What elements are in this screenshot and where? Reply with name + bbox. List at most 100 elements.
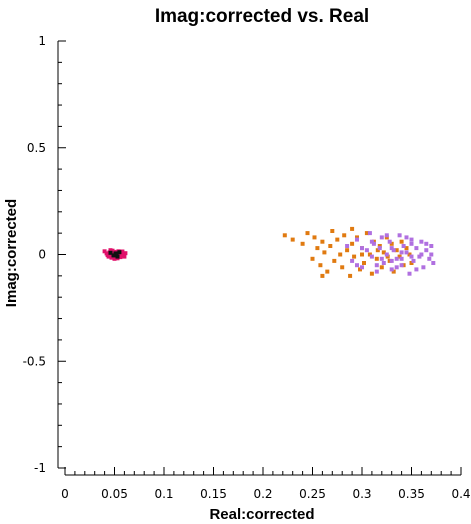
data-point [105,253,110,258]
data-point [325,269,330,274]
data-point [419,252,424,257]
data-point [377,246,382,251]
y-tick-label: 1 [38,34,46,48]
data-point [318,263,323,268]
x-tick-label: 0.4 [451,487,470,501]
x-tick-label: 0.35 [398,487,425,501]
data-point [300,241,305,246]
data-point [414,267,419,272]
data-point [367,231,372,236]
data-point [374,256,379,261]
data-point [115,254,120,259]
chart-title: Imag:corrected vs. Real [155,6,369,27]
data-point [409,261,414,265]
data-point [360,246,364,251]
data-point [429,252,434,257]
data-point [352,254,357,259]
x-tick-label: 0.3 [352,487,371,501]
data-point [409,237,414,242]
data-point [394,256,399,261]
data-point [360,265,364,270]
data-point [358,267,362,272]
data-point [320,273,325,278]
data-point [394,265,399,270]
data-point [335,237,340,242]
data-point [399,256,404,261]
data-point [364,231,369,236]
data-point [404,250,409,255]
x-tick-label: 0.25 [299,487,326,501]
data-point [381,261,386,265]
data-point [364,248,369,253]
data-point [399,239,404,244]
data-point [367,252,372,257]
data-point [328,244,333,248]
data-point [381,250,386,255]
data-point [389,246,394,251]
data-point [374,263,379,268]
data-point [117,250,122,255]
x-tick-label: 0.2 [253,487,272,501]
data-point [360,252,364,257]
data-point [371,241,376,246]
data-point [417,254,422,259]
data-point [355,237,359,242]
y-tick-label: -0.5 [23,354,46,368]
data-point [431,261,436,265]
data-point [342,233,347,238]
data-point [282,233,287,238]
data-point [362,261,366,265]
data-point [385,254,390,259]
data-point [389,258,394,263]
data-point [375,248,380,253]
x-tick-label: 0.05 [101,487,128,501]
x-axis-label: Real:corrected [209,506,314,523]
data-point [374,269,379,274]
data-point [397,254,402,259]
data-point [109,255,114,260]
data-point [384,235,389,240]
data-point [404,246,409,251]
x-tick-label: 0.1 [154,487,173,501]
axes: 1 0.5 0 -0.5 -1 0 0.05 0.1 0.15 0.2 0.25 0.3 0.35 0.4 [23,34,471,501]
data-point [120,249,125,254]
y-tick-label: -1 [34,461,46,475]
data-point [312,235,317,240]
data-point [387,239,392,244]
data-point [404,235,409,240]
data-point [332,258,337,263]
data-point [355,235,359,240]
data-point [112,256,117,261]
data-point [348,273,353,278]
data-point [389,241,394,246]
data-point [345,248,350,253]
data-point [384,252,389,257]
data-point [102,249,107,254]
data-point [338,252,343,257]
data-point [379,265,384,270]
data-point [123,251,128,256]
data-point [391,248,396,253]
data-point [310,256,315,261]
data-point [108,250,113,255]
y-axis-label: Imag:corrected [3,199,20,307]
data-point [424,241,429,246]
data-point [401,244,406,248]
data-point [384,233,389,238]
data-point [320,239,325,244]
data-point [369,239,374,244]
data-point [290,237,295,242]
data-point [350,226,355,231]
data-point [108,248,113,253]
data-point [114,252,119,257]
data-point [345,244,350,248]
data-point [409,241,414,246]
data-point [330,229,335,233]
data-point [379,256,384,261]
data-point [350,241,355,246]
data-point [377,244,382,248]
data-point [427,256,432,261]
y-tick-label: 0.5 [27,141,46,155]
data-point [424,248,429,253]
y-tick-label: 0 [38,248,46,262]
